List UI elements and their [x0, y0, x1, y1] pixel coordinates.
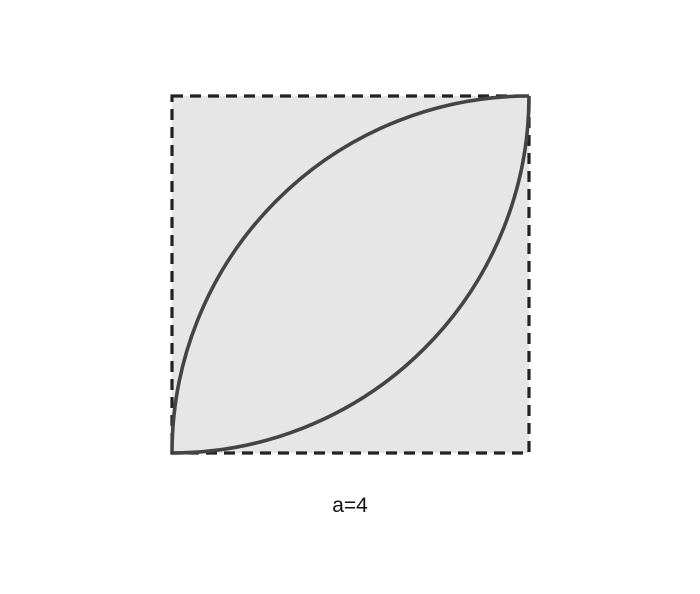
arc-upper-left: [170, 94, 530, 454]
square-shape: [170, 94, 531, 455]
arc-lower-right: [171, 95, 531, 455]
side-length-label: a=4: [332, 494, 368, 517]
